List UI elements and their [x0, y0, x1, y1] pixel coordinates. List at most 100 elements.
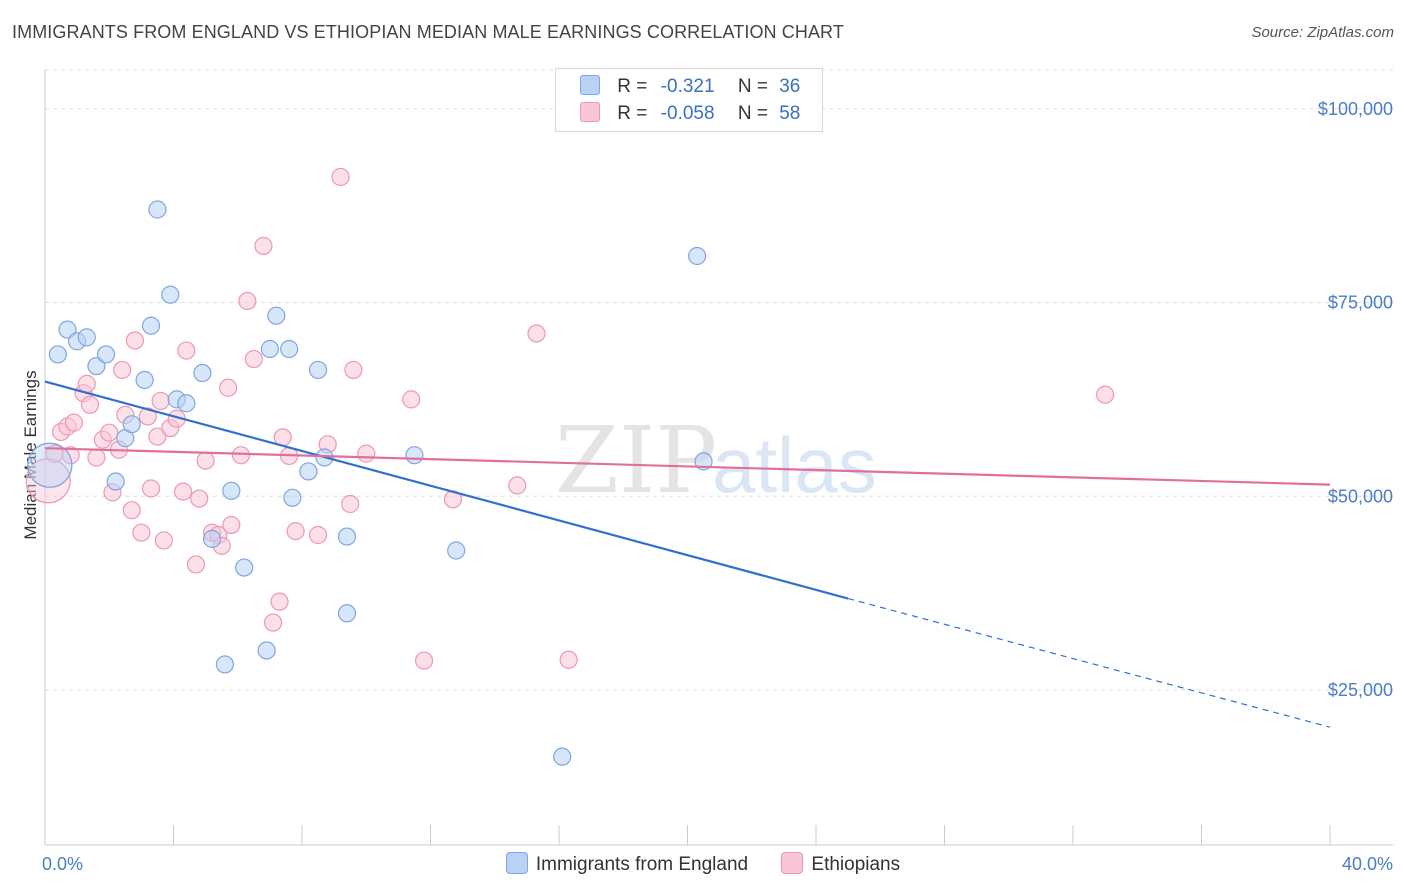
watermark-zip: ZIP [555, 407, 717, 514]
ethiopians-point-45 [308, 525, 328, 545]
england-point-24 [280, 339, 299, 359]
ethiopians-point-18 [132, 523, 151, 542]
england-point-29 [337, 604, 357, 623]
ethiopians-point-8 [80, 395, 100, 414]
series-immigrants-from-england [27, 200, 713, 766]
ethiopians-point-26 [174, 482, 193, 501]
england-point-30 [337, 527, 357, 546]
ethiopians-point-20 [141, 479, 161, 498]
legend-r-label: R = [617, 103, 648, 124]
x-tick-label-min: 0.0% [42, 854, 83, 874]
england-point-9 [122, 415, 141, 434]
england-point-17 [202, 529, 222, 548]
ethiopians-point-51 [402, 390, 421, 409]
ethiopians-point-23 [154, 531, 173, 550]
ethiopians-point-37 [238, 291, 257, 311]
ethiopians-point-50 [357, 444, 376, 463]
england-point-11 [141, 316, 161, 335]
ethiopians-point-48 [341, 494, 360, 514]
ethiopians-point-19 [138, 407, 157, 426]
ethiopians-point-17 [125, 331, 145, 350]
england-point-34 [688, 246, 707, 266]
england-point-33 [553, 747, 572, 766]
ethiopians-point-56 [559, 650, 578, 669]
ethiopians-point-27 [177, 341, 196, 360]
england-point-4 [77, 328, 96, 347]
ethiopians-point-16 [122, 501, 141, 520]
ethiopians-point-5 [64, 413, 84, 432]
legend-swatch-blue [505, 852, 528, 874]
legend-r-label: R = [617, 76, 648, 97]
england-point-20 [235, 558, 254, 577]
legend-r-value: -0.058 [660, 103, 715, 124]
y-tick-label-3: $100,000 [1318, 99, 1393, 119]
legend-row-england: R = -0.321 N = 36 [580, 75, 800, 99]
ethiopians-point-38 [244, 349, 263, 369]
trend-lines [44, 380, 1331, 728]
ethiopians-point-47 [331, 167, 350, 187]
chart-source: Source: ZipAtlas.com [1251, 24, 1394, 41]
ethiopians-point-14 [112, 360, 132, 380]
legend-label-england: Immigrants from England [535, 854, 749, 875]
ethiopians-point-35 [222, 515, 241, 535]
england-point-18 [215, 655, 234, 674]
england-point-32 [447, 541, 466, 560]
legend-row-ethiopians: R = -0.058 N = 58 [580, 102, 800, 126]
legend-n-value: 36 [779, 76, 801, 97]
legend-swatch-pink [781, 852, 804, 874]
y-tick-label-0: $25,000 [1328, 680, 1393, 700]
legend-swatch-pink [580, 102, 600, 122]
series-legend: Immigrants from England Ethiopians [0, 852, 1406, 876]
ethiopians-point-7 [77, 374, 96, 393]
legend-n-label: N = [737, 103, 768, 124]
ethiopians-point-21 [148, 427, 167, 446]
ethiopians-point-39 [254, 236, 273, 256]
ethiopians-point-41 [270, 592, 289, 611]
ethiopians-point-36 [231, 446, 251, 465]
legend-label-ethiopians: Ethiopians [811, 854, 901, 875]
england-point-35 [694, 452, 713, 471]
england-point-13 [161, 285, 180, 304]
ethiopians-point-49 [344, 360, 363, 380]
ethiopians-point-54 [508, 476, 527, 495]
ethiopians-point-55 [527, 324, 546, 343]
england-trend-extension [847, 597, 1331, 728]
england-point-21 [257, 641, 276, 660]
england-point-27 [308, 360, 328, 380]
ethiopians-point-57 [1096, 385, 1115, 404]
watermark: ZIP atlas [555, 407, 877, 514]
ethiopians-point-22 [151, 391, 170, 411]
legend-swatch-blue [580, 75, 600, 95]
ethiopians-point-11 [100, 423, 119, 442]
england-point-25 [283, 488, 302, 507]
england-point-6 [96, 345, 116, 364]
y-tick-label-1: $50,000 [1328, 486, 1393, 506]
legend-item-ethiopians: Ethiopians [781, 852, 900, 876]
england-point-26 [299, 462, 318, 481]
england-point-31 [405, 446, 424, 465]
england-point-16 [193, 363, 212, 383]
ethiopians-point-52 [414, 651, 434, 670]
england-point-10 [135, 370, 154, 390]
correlation-legend: R = -0.321 N = 36 R = -0.058 N = 58 [555, 68, 823, 132]
ethiopians-point-28 [186, 555, 206, 574]
england-point-19 [222, 481, 241, 500]
grid-lines [45, 69, 1394, 691]
england-point-0 [27, 442, 73, 488]
england-point-2 [58, 320, 77, 339]
england-point-23 [267, 306, 286, 325]
watermark-atlas: atlas [712, 421, 877, 509]
y-tick-label-2: $75,000 [1328, 293, 1393, 313]
england-point-5 [87, 356, 106, 376]
ethiopians-point-30 [196, 451, 215, 470]
x-tick-labels: 0.0% 40.0% [42, 854, 1393, 874]
ethiopians-point-29 [190, 489, 209, 508]
ethiopians-trend-line [44, 447, 1331, 486]
england-point-22 [260, 339, 279, 359]
x-tick-label-max: 40.0% [1342, 854, 1393, 874]
england-point-1 [48, 345, 67, 364]
legend-n-label: N = [737, 76, 768, 97]
ethiopians-point-44 [286, 522, 305, 541]
ethiopians-point-40 [263, 613, 283, 632]
